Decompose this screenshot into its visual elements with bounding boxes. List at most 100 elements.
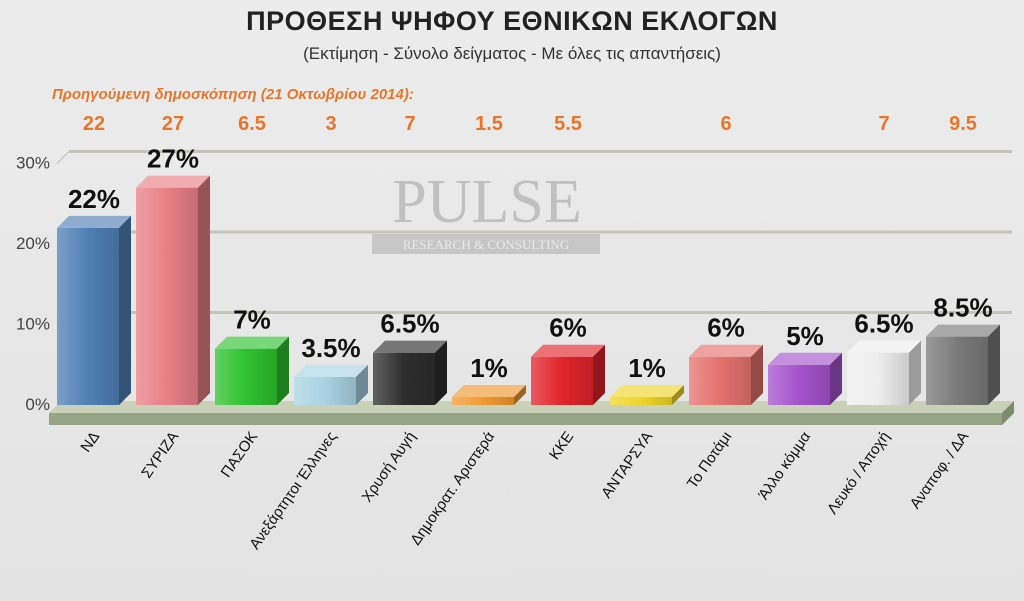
bar bbox=[136, 175, 210, 405]
bar bbox=[610, 384, 684, 405]
bar-top bbox=[57, 215, 131, 228]
bar-value-label: 6.5% bbox=[854, 309, 913, 339]
bar-top bbox=[373, 340, 447, 353]
y-axis: 0% 10% 20% 30% bbox=[16, 154, 50, 415]
y-tick-label: 20% bbox=[16, 234, 50, 253]
bar bbox=[373, 340, 447, 405]
bar-front bbox=[373, 352, 435, 405]
bar-side bbox=[435, 340, 447, 405]
watermark-tagline-bg bbox=[372, 234, 600, 254]
bar-side bbox=[593, 344, 605, 405]
bar-side bbox=[672, 384, 684, 405]
watermark-tagline: RESEARCH & CONSULTING bbox=[403, 237, 569, 252]
floor-front bbox=[49, 413, 1002, 425]
watermark-brand: PULSE bbox=[392, 168, 581, 236]
bar bbox=[215, 336, 289, 405]
bar-value-label: 8.5% bbox=[933, 293, 992, 323]
bar-value-label: 3.5% bbox=[301, 333, 360, 363]
bar-front bbox=[294, 376, 356, 405]
bar bbox=[926, 324, 1000, 405]
bar-value-label: 7% bbox=[233, 305, 271, 335]
category-label: Χρυσή Αυγή bbox=[358, 429, 419, 506]
previous-poll-value: 3 bbox=[325, 113, 337, 135]
bar-side bbox=[514, 384, 526, 405]
category-label: ΣΥΡΙΖΑ bbox=[138, 429, 182, 482]
category-label: Λευκό / Αποχή bbox=[824, 429, 893, 518]
bar-top bbox=[926, 324, 1000, 337]
y-tick-label: 0% bbox=[25, 395, 50, 414]
gridlines bbox=[56, 150, 1012, 325]
previous-poll-value: 7 bbox=[404, 113, 416, 135]
bar-value-label: 6.5% bbox=[380, 309, 439, 339]
bar-value-label: 6% bbox=[549, 313, 587, 343]
bar-side bbox=[356, 364, 368, 405]
bar bbox=[689, 344, 763, 405]
bar bbox=[531, 344, 605, 405]
category-label: ΝΔ bbox=[77, 429, 103, 456]
bar-top bbox=[294, 364, 368, 377]
bar-side bbox=[751, 344, 763, 405]
previous-poll-label: Προηγούμενη δημοσκόπηση (21 Οκτωβρίου 20… bbox=[52, 86, 414, 103]
previous-poll-value: 27 bbox=[161, 113, 185, 135]
bar-top bbox=[689, 344, 763, 357]
bar bbox=[294, 364, 368, 405]
category-label: Δημοκρατ. Αριστερά bbox=[407, 428, 498, 548]
previous-poll-value: 5.5 bbox=[554, 113, 582, 135]
category-label: ΑΝΤΑΡΣΥΑ bbox=[598, 429, 656, 502]
previous-poll-value: 7 bbox=[878, 113, 890, 135]
bar-value-label: 1% bbox=[470, 353, 508, 383]
previous-poll-value: 9.5 bbox=[949, 113, 977, 135]
previous-poll-value: 22 bbox=[82, 113, 106, 135]
bar-value-label: 22% bbox=[68, 184, 120, 214]
y-tick-label: 10% bbox=[16, 315, 50, 334]
bar-front bbox=[768, 364, 830, 405]
bars: 22% 27% 7% 3.5% 6.5% 1% 6% 1% 6% 5% 6.5% 8.5% bbox=[57, 144, 1000, 405]
bar-value-label: 6% bbox=[707, 313, 745, 343]
bar-front bbox=[847, 352, 909, 405]
bar-side bbox=[988, 324, 1000, 405]
bar-front bbox=[689, 356, 751, 405]
chart-subtitle: (Εκτίμηση - Σύνολο δείγματος - Με όλες τ… bbox=[303, 44, 721, 63]
category-label: Αναποφ. / ΔΑ bbox=[907, 429, 973, 512]
bar-side bbox=[909, 340, 921, 405]
bar-front bbox=[136, 187, 198, 405]
bar bbox=[452, 384, 526, 405]
bar-value-label: 1% bbox=[628, 353, 666, 383]
bar-side bbox=[198, 175, 210, 405]
category-label: ΚΚΕ bbox=[546, 429, 577, 463]
bar-value-label: 5% bbox=[786, 321, 824, 351]
previous-poll-value: 6 bbox=[720, 113, 732, 135]
bar-front bbox=[610, 396, 672, 405]
previous-poll-value: 1.5 bbox=[475, 113, 503, 135]
category-label: Άλλο κόμμα bbox=[755, 428, 814, 503]
category-label: ΠΑΣΟΚ bbox=[218, 429, 262, 481]
bar-value-label: 27% bbox=[147, 144, 199, 174]
bar-side bbox=[277, 336, 289, 405]
category-label: Ανεξάρτητοι Έλληνες bbox=[246, 429, 340, 553]
bar-front bbox=[531, 356, 593, 405]
floor-side bbox=[1002, 401, 1014, 425]
bar-top bbox=[531, 344, 605, 357]
bar-top bbox=[215, 336, 289, 349]
pulse-watermark: PULSE RESEARCH & CONSULTING bbox=[372, 168, 600, 254]
chart-title: ΠΡΟΘΕΣΗ ΨΗΦΟΥ ΕΘΝΙΚΩΝ ΕΚΛΟΓΩΝ bbox=[246, 6, 778, 36]
bar-top bbox=[847, 340, 921, 353]
bar bbox=[768, 352, 842, 405]
y-tick-label: 30% bbox=[16, 154, 50, 173]
bar-front bbox=[452, 396, 514, 405]
bar-front bbox=[57, 227, 119, 405]
bar-side bbox=[119, 215, 131, 405]
bar bbox=[847, 340, 921, 405]
category-label: Το Ποτάμι bbox=[684, 429, 735, 492]
bar-front bbox=[926, 336, 988, 405]
bar bbox=[57, 215, 131, 405]
bar-side bbox=[830, 352, 842, 405]
bar-top bbox=[768, 352, 842, 365]
bar-front bbox=[215, 348, 277, 405]
gridline-diag bbox=[56, 151, 70, 164]
bar-top bbox=[136, 175, 210, 188]
bar-top bbox=[452, 384, 526, 397]
bar-top bbox=[610, 384, 684, 397]
